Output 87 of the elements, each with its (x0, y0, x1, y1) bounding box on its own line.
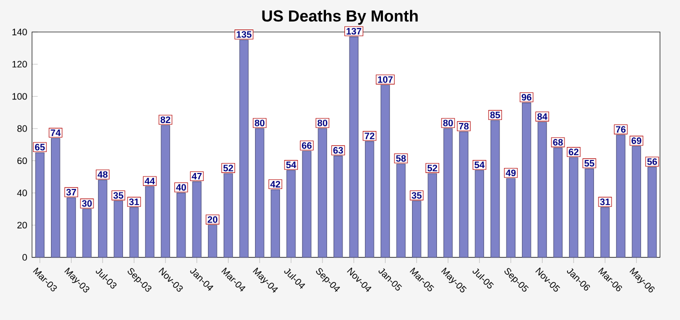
y-tick-label: 100 (12, 93, 27, 100)
bar (522, 102, 532, 258)
bar (490, 120, 500, 258)
data-label: 37 (66, 188, 76, 196)
data-label: 55 (584, 160, 594, 167)
chart-title: US Deaths By Month (262, 10, 418, 25)
bar (302, 150, 312, 258)
data-label: 48 (98, 171, 108, 178)
bar (334, 156, 343, 258)
bar (616, 134, 626, 258)
bar (569, 157, 578, 258)
bar (318, 128, 328, 258)
data-label: 63 (333, 147, 344, 154)
bar (553, 148, 563, 258)
data-label: 74 (50, 130, 61, 136)
data-label: 80 (318, 120, 328, 126)
data-label: 72 (364, 132, 374, 140)
data-label: 68 (553, 139, 563, 146)
data-label: 66 (302, 142, 312, 149)
data-label: 49 (506, 170, 516, 176)
y-tick-label: 0 (22, 254, 27, 261)
bar (600, 207, 610, 258)
data-label: 35 (113, 192, 124, 199)
data-label: 80 (443, 120, 453, 126)
data-label: 65 (35, 144, 45, 150)
data-label: 85 (490, 112, 500, 118)
data-label: 82 (160, 116, 170, 124)
y-tick-label: 80 (17, 125, 27, 132)
data-label: 76 (616, 126, 626, 133)
y-tick-label: 120 (12, 60, 27, 68)
bar (412, 200, 422, 258)
data-label: 56 (647, 158, 657, 165)
data-label: 58 (396, 155, 406, 162)
bar (648, 166, 657, 258)
bar (50, 138, 60, 258)
bar (98, 180, 108, 258)
bar (114, 200, 123, 258)
data-label: 40 (176, 184, 186, 191)
data-label: 47 (192, 172, 202, 180)
bar (474, 170, 484, 258)
bar (160, 125, 170, 258)
data-label: 107 (378, 76, 393, 83)
data-label: 35 (412, 192, 422, 199)
data-label: 69 (632, 137, 642, 144)
bar (428, 173, 437, 258)
bar (538, 122, 547, 258)
data-label: 54 (474, 162, 485, 168)
bar (66, 198, 76, 258)
data-label: 54 (286, 162, 296, 168)
bar (224, 173, 233, 258)
data-label: 78 (458, 122, 469, 130)
bar (364, 141, 374, 258)
data-label: 84 (537, 113, 548, 120)
data-label: 42 (270, 180, 280, 188)
data-label: 135 (236, 31, 252, 38)
bar (443, 128, 453, 258)
bar (584, 168, 594, 258)
bar (255, 128, 264, 258)
data-label: 31 (600, 198, 610, 206)
bar (506, 178, 516, 258)
data-label: 96 (522, 94, 532, 101)
bar (208, 224, 218, 258)
data-label: 20 (208, 216, 218, 223)
data-label: 44 (144, 178, 155, 184)
bar (82, 208, 92, 258)
bar (145, 186, 154, 258)
data-label: 52 (427, 164, 438, 172)
bar (129, 207, 139, 258)
data-label: 137 (346, 28, 362, 35)
bar (176, 192, 186, 258)
data-label: 31 (129, 198, 139, 206)
bar (239, 40, 249, 258)
bar (396, 164, 406, 258)
bar (632, 146, 642, 258)
y-tick-label: 40 (17, 190, 27, 196)
data-label: 80 (254, 120, 264, 126)
bar (35, 152, 44, 258)
bar (286, 170, 296, 258)
y-tick-label: 20 (17, 222, 27, 228)
bar (270, 189, 280, 258)
data-label: 52 (223, 164, 234, 172)
y-tick-label: 60 (17, 157, 27, 164)
data-label: 30 (82, 200, 92, 207)
bar (459, 132, 468, 258)
bar (192, 181, 202, 258)
y-tick-label: 140 (12, 28, 27, 36)
data-label: 62 (568, 148, 578, 156)
